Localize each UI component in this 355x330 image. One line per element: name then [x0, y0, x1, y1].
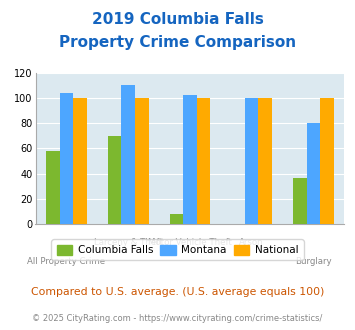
Bar [320, 98, 334, 224]
Text: Property Crime Comparison: Property Crime Comparison [59, 35, 296, 50]
Bar [73, 98, 87, 224]
Bar [60, 93, 73, 224]
Bar [121, 85, 135, 224]
Bar [197, 98, 210, 224]
Bar [293, 178, 307, 224]
Text: Arson: Arson [239, 238, 264, 247]
Bar [108, 136, 121, 224]
Text: © 2025 CityRating.com - https://www.cityrating.com/crime-statistics/: © 2025 CityRating.com - https://www.city… [32, 314, 323, 323]
Bar [183, 95, 197, 224]
Bar [258, 98, 272, 224]
Text: All Property Crime: All Property Crime [27, 257, 105, 266]
Bar [307, 123, 320, 224]
Bar [46, 151, 60, 224]
Text: Burglary: Burglary [295, 257, 332, 266]
Bar [170, 214, 183, 224]
Text: Motor Vehicle Theft: Motor Vehicle Theft [148, 238, 232, 247]
Bar [135, 98, 148, 224]
Legend: Columbia Falls, Montana, National: Columbia Falls, Montana, National [51, 240, 304, 260]
Text: Larceny & Theft: Larceny & Theft [94, 238, 163, 247]
Bar [245, 98, 258, 224]
Text: 2019 Columbia Falls: 2019 Columbia Falls [92, 12, 263, 26]
Text: Compared to U.S. average. (U.S. average equals 100): Compared to U.S. average. (U.S. average … [31, 287, 324, 297]
